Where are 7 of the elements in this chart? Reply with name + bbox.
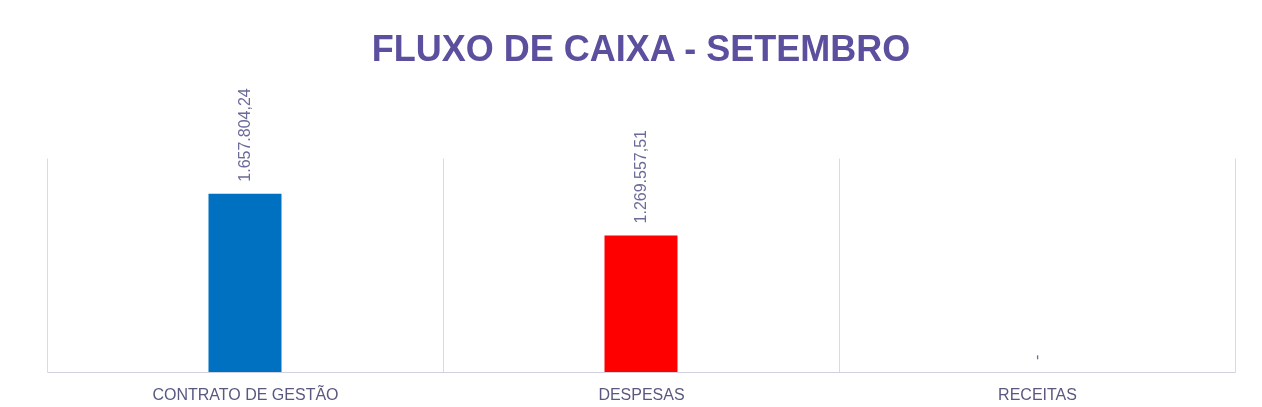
x-tick-label: DESPESAS xyxy=(598,385,685,403)
x-tick-label: CONTRATO DE GESTÃO xyxy=(152,383,339,403)
chart-title: FLUXO DE CAIXA - SETEMBRO xyxy=(371,28,911,70)
data-label: - xyxy=(1028,354,1045,360)
x-tick-label: RECEITAS xyxy=(998,385,1077,403)
data-label: 1.657.804,24 xyxy=(236,88,253,182)
data-label: 1.269.557,51 xyxy=(632,129,649,224)
